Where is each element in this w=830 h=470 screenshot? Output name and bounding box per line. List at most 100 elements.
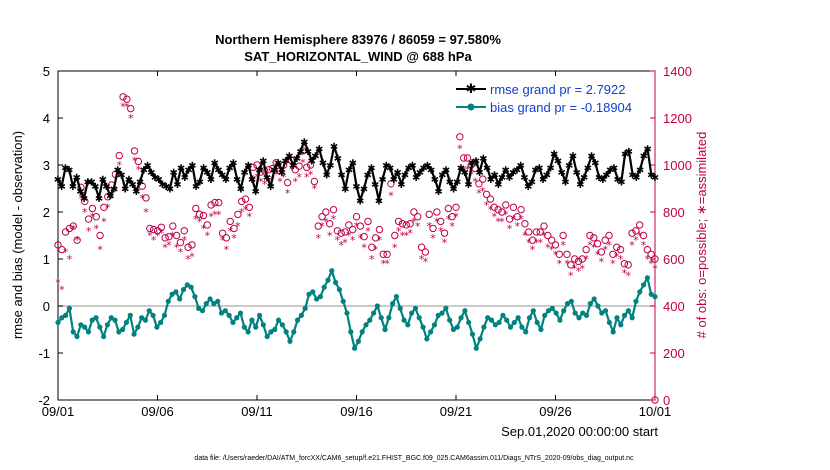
bias-point: [454, 324, 460, 330]
rmse-point: ✱: [196, 177, 204, 188]
assimilated-obs-point: *: [488, 204, 494, 217]
assimilated-obs-point: *: [392, 241, 398, 254]
rmse-point: ✱: [248, 175, 256, 186]
assimilated-obs-point: *: [480, 185, 486, 198]
assimilated-obs-point: *: [354, 220, 360, 233]
assimilated-obs-point: *: [277, 175, 283, 188]
assimilated-obs-point: *: [407, 227, 413, 240]
assimilated-obs-point: *: [358, 232, 364, 245]
bias-point: [207, 296, 213, 302]
possible-obs-point: [218, 229, 227, 237]
bias-point: [462, 308, 468, 314]
possible-obs-point: [486, 195, 495, 203]
bias-point: [587, 301, 593, 307]
bias-point: [177, 296, 183, 302]
assimilated-obs-point: *: [182, 234, 188, 247]
possible-obs-point: [643, 245, 652, 254]
bias-point: [78, 322, 84, 328]
rmse-point: ✱: [184, 166, 192, 177]
assimilated-obs-point: *: [614, 251, 620, 264]
rmse-point: ✱: [240, 168, 248, 179]
bias-point: [203, 301, 209, 307]
possible-obs-point: [394, 217, 403, 226]
rmse-point: ✱: [427, 166, 435, 177]
assimilated-obs-point: *: [197, 215, 203, 228]
x-tick-label: 09/26: [539, 404, 572, 419]
bias-point: [192, 294, 198, 300]
bias-point: [401, 317, 407, 323]
assimilated-obs-point: *: [323, 215, 329, 228]
bias-point: [469, 331, 476, 337]
possible-obs-point: [616, 245, 625, 254]
bias-point: [504, 317, 510, 323]
assimilated-obs-point: *: [633, 234, 639, 247]
assimilated-obs-point: *: [637, 230, 643, 243]
bias-point: [165, 298, 171, 304]
bias-point: [108, 315, 114, 321]
legend-rmse-label: rmse grand pr = 2.7922: [490, 82, 626, 97]
rmse-point: ✱: [498, 173, 506, 184]
chart-subtitle: SAT_HORIZONTAL_WIND @ 688 hPa: [244, 49, 472, 64]
possible-obs-point: [127, 104, 135, 113]
assimilated-obs-point: *: [564, 258, 570, 271]
assimilated-obs-point: *: [438, 225, 444, 238]
bias-point: [621, 312, 628, 318]
bias-point: [382, 326, 388, 333]
bias-point: [313, 296, 320, 302]
rmse-point: ✱: [595, 173, 603, 184]
rmse-point: ✱: [587, 152, 595, 163]
x-tick-label: 09/11: [241, 404, 273, 419]
rmse-point: ✱: [479, 154, 487, 165]
legend: ✱ rmse grand pr = 2.7922 bias grand pr =…: [451, 80, 647, 116]
assimilated-obs-point: *: [553, 248, 559, 261]
possible-obs-point: [597, 248, 606, 256]
possible-obs-point: [329, 205, 338, 214]
rmse-point: ✱: [285, 152, 293, 163]
bias-point: [55, 319, 61, 326]
rmse-point: ✱: [490, 170, 498, 181]
possible-obs-point: [536, 228, 544, 236]
y2-tick-label: 800: [663, 205, 685, 220]
rmse-point: ✱: [475, 168, 483, 179]
rmse-point: ✱: [72, 173, 80, 184]
assimilated-obs-point: *: [151, 234, 157, 247]
rmse-point: ✱: [382, 161, 390, 172]
bias-point: [458, 315, 464, 321]
assimilated-obs-point: *: [338, 239, 344, 252]
assimilated-obs-point: *: [572, 262, 578, 275]
rmse-point: ✱: [218, 170, 226, 181]
assimilated-obs-point: *: [560, 239, 566, 252]
bias-point: [154, 324, 160, 330]
assimilated-obs-point: *: [426, 220, 432, 233]
possible-obs-point: [391, 231, 399, 240]
assimilated-obs-point: *: [136, 164, 142, 177]
y-axis-label: rmse and bias (model - observation): [10, 131, 25, 339]
rmse-point: ✱: [528, 177, 536, 188]
assimilated-obs-point: *: [622, 267, 628, 280]
rmse-point: ✱: [274, 159, 282, 170]
assimilated-obs-point: *: [568, 269, 574, 282]
possible-obs-point: [188, 241, 196, 249]
assimilated-obs-point: *: [603, 244, 609, 257]
rmse-point: ✱: [531, 166, 539, 177]
possible-obs-point: [92, 213, 100, 221]
assimilated-obs-point: *: [250, 173, 256, 186]
rmse-point: ✱: [315, 145, 323, 156]
rmse-point: ✱: [326, 161, 334, 172]
assimilated-obs-point: *: [346, 230, 352, 243]
assimilated-obs-point: *: [541, 230, 547, 243]
possible-obs-point: [379, 250, 387, 259]
assimilated-obs-point: *: [606, 239, 612, 252]
rmse-point: ✱: [487, 175, 495, 186]
rmse-point: ✱: [136, 177, 144, 188]
bias-point: [85, 329, 92, 335]
assimilated-obs-point: *: [162, 241, 168, 254]
y-tick-label: 1: [43, 252, 50, 267]
bias-point: [405, 322, 411, 328]
bias-point: [614, 315, 620, 321]
rmse-point: ✱: [591, 159, 599, 170]
possible-obs-point: [310, 177, 319, 186]
assimilated-obs-point: *: [411, 215, 417, 228]
assimilated-obs-point: *: [304, 171, 310, 184]
rmse-point: ✱: [423, 161, 431, 172]
